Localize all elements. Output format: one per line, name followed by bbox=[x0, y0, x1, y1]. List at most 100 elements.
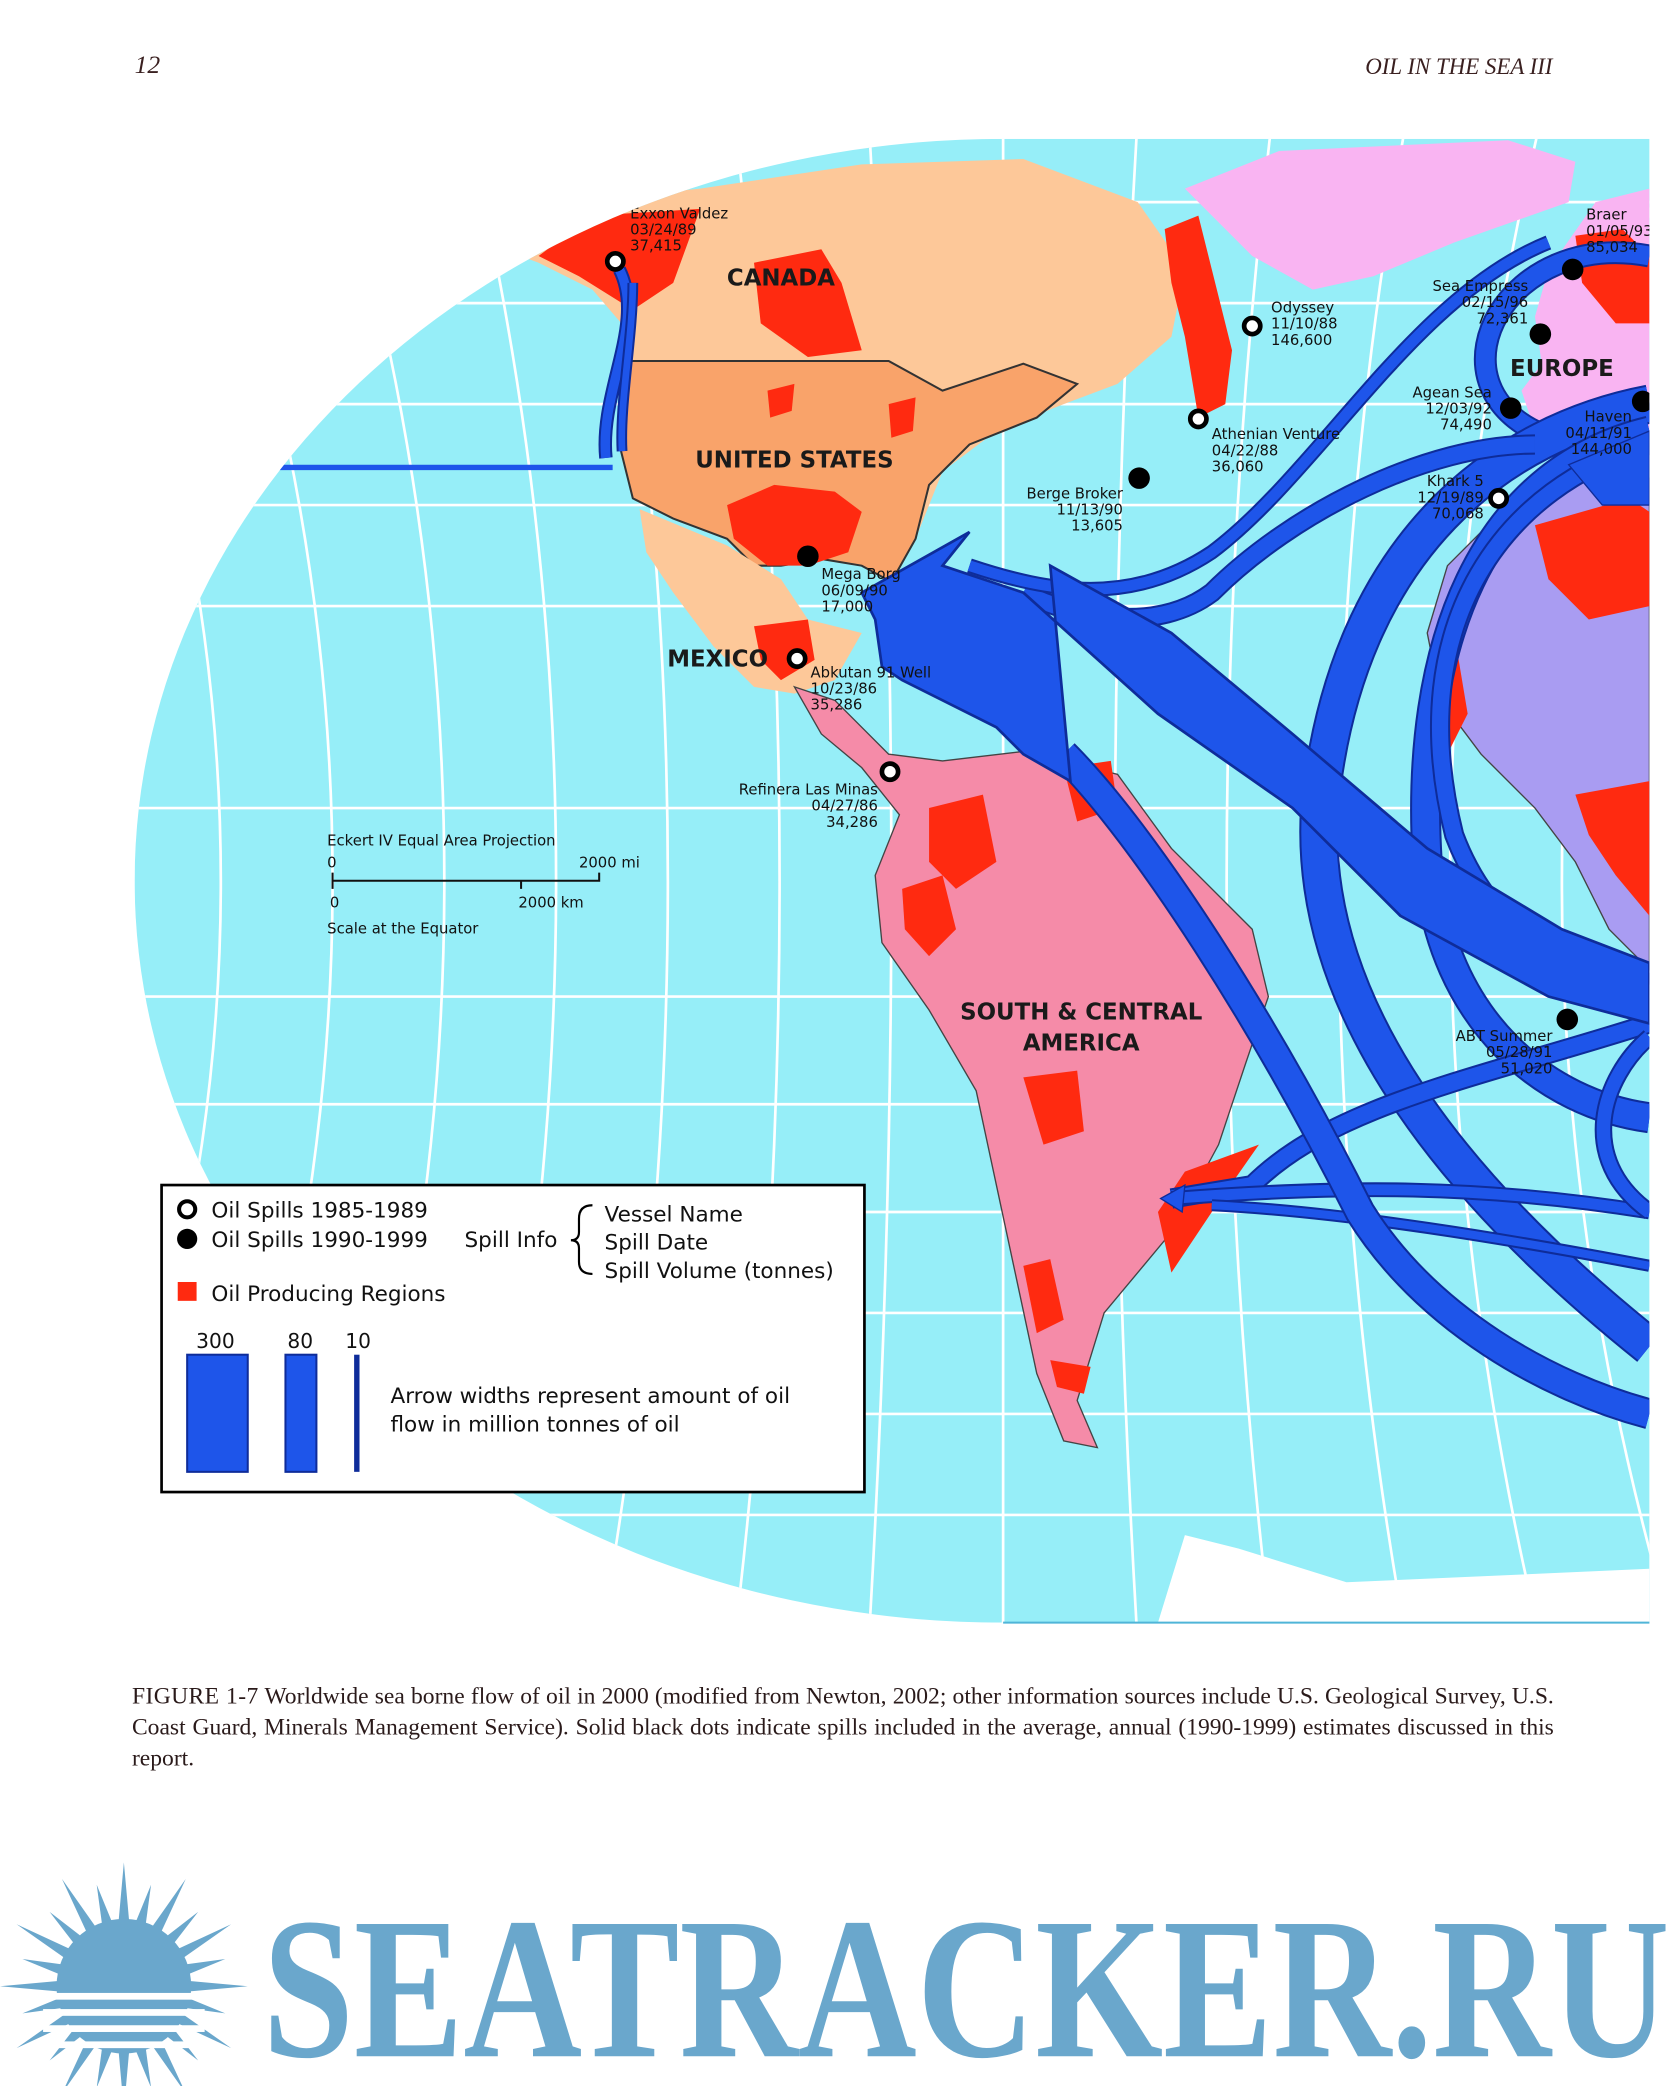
spill-date: 01/05/93 bbox=[1586, 223, 1652, 240]
scale-bar: Eckert IV Equal Area Projection 0 2000 m… bbox=[327, 833, 640, 938]
scale-km-start: 0 bbox=[330, 895, 339, 912]
figure-caption: FIGURE 1-7 Worldwide sea borne flow of o… bbox=[131, 1681, 1554, 1771]
sun-ray bbox=[61, 1878, 98, 1936]
spill-volume: 85,034 bbox=[1586, 239, 1638, 256]
region-label-europe: EUROPE bbox=[1510, 356, 1614, 382]
open-dot-icon bbox=[177, 1199, 198, 1220]
spill-volume: 51,020 bbox=[1501, 1060, 1553, 1077]
spill-vessel: ABT Summer bbox=[1456, 1028, 1554, 1045]
spill-vessel: Haven bbox=[1584, 409, 1631, 426]
sun-ray bbox=[49, 1911, 85, 1947]
legend-arrow-note-2: flow in million tonnes of oil bbox=[390, 1412, 679, 1437]
flow-arrow bbox=[618, 282, 637, 452]
filled-dot-icon bbox=[1561, 258, 1584, 281]
arrow-width-10: 10 bbox=[345, 1329, 371, 1353]
region-label-united-states: UNITED STATES bbox=[695, 447, 893, 473]
arrow-width-300: 300 bbox=[196, 1329, 235, 1353]
open-dot-icon bbox=[879, 761, 901, 783]
sun-ray bbox=[182, 1959, 226, 1976]
spill-volume: 17,000 bbox=[821, 598, 873, 615]
sun-ray bbox=[16, 1924, 74, 1961]
spill-volume: 34,286 bbox=[826, 814, 878, 831]
flow-arrow bbox=[1054, 744, 1650, 1427]
antarctica bbox=[1157, 1535, 1650, 1623]
spill-date: 04/27/86 bbox=[811, 798, 877, 815]
spill-vessel: Abkutan 91 Well bbox=[811, 664, 932, 681]
spill-date: 04/11/91 bbox=[1565, 425, 1631, 442]
scale-mi-start: 0 bbox=[327, 854, 336, 871]
sun-stripe bbox=[43, 1992, 205, 2000]
spill-volume: 72,361 bbox=[1476, 310, 1528, 327]
running-title: OIL IN THE SEA III bbox=[1365, 54, 1554, 79]
legend-spill-volume: Spill Volume (tonnes) bbox=[605, 1259, 834, 1284]
filled-dot-icon bbox=[1631, 390, 1650, 413]
spill-date: 11/10/88 bbox=[1271, 316, 1337, 333]
flow-arrow-gulf bbox=[859, 530, 1650, 1026]
projection-label: Eckert IV Equal Area Projection bbox=[327, 833, 555, 850]
legend-spill-info: Spill Info bbox=[465, 1228, 558, 1253]
spill-vessel: Berge Broker bbox=[1026, 485, 1123, 502]
spill-vessel: Refinera Las Minas bbox=[739, 782, 878, 799]
sun-ray bbox=[134, 2044, 151, 2086]
spill-date: 04/22/88 bbox=[1212, 442, 1278, 459]
spill-vessel: Agean Sea bbox=[1413, 384, 1492, 401]
filled-dot-icon bbox=[1128, 467, 1150, 489]
caption-text: Worldwide sea borne flow of oil in 2000 … bbox=[131, 1681, 1554, 1771]
spill-vessel: Mega Borg bbox=[821, 566, 900, 583]
spill-date: 11/13/90 bbox=[1056, 502, 1122, 519]
region-label-south-america: SOUTH & CENTRAL bbox=[960, 999, 1202, 1025]
scale-mi-end: 2000 mi bbox=[579, 854, 640, 871]
scale-km-end: 2000 km bbox=[518, 895, 583, 912]
flow-arrow bbox=[1211, 1201, 1650, 1270]
arrow-swatch-80 bbox=[284, 1353, 318, 1473]
spill-volume: 13,605 bbox=[1071, 518, 1123, 535]
spill-volume: 37,415 bbox=[630, 238, 682, 255]
legend-vessel-name: Vessel Name bbox=[605, 1202, 743, 1227]
flow-arrow-head bbox=[1159, 1183, 1186, 1214]
oil-region-swatch bbox=[177, 1281, 197, 1301]
sun-ray bbox=[134, 1884, 152, 1929]
spill-volume: 36,060 bbox=[1212, 458, 1264, 475]
open-dot-icon bbox=[1187, 408, 1209, 430]
open-dot-icon bbox=[1488, 487, 1510, 509]
sun-stripe bbox=[43, 2025, 205, 2032]
sun-disc bbox=[56, 1918, 192, 2054]
caption-label: FIGURE 1-7 bbox=[131, 1681, 259, 1709]
legend: Oil Spills 1985-1989 Oil Spills 1990-199… bbox=[160, 1183, 866, 1494]
sun-stripe bbox=[43, 2041, 205, 2049]
spill-volume: 144,000 bbox=[1571, 441, 1632, 458]
sun-ray bbox=[118, 2047, 130, 2086]
flow-arrow bbox=[1171, 1184, 1650, 1218]
spill-vessel: Athenian Venture bbox=[1212, 426, 1340, 443]
greenland bbox=[1184, 140, 1576, 290]
page-number: 12 bbox=[135, 50, 161, 79]
spill-date: 06/09/90 bbox=[821, 582, 887, 599]
spill-date: 12/03/92 bbox=[1425, 401, 1491, 418]
watermark-text: SEATRACKER.RU bbox=[263, 1876, 1670, 2086]
meridian-line bbox=[1225, 138, 1272, 1623]
flow-arrow-head bbox=[1567, 430, 1650, 506]
sun-ray bbox=[149, 2036, 183, 2086]
legend-open-dot: Oil Spills 1985-1989 bbox=[211, 1198, 427, 1223]
meridian-line bbox=[0, 139, 109, 1623]
spill-volume: 35,286 bbox=[811, 697, 863, 714]
scale-note: Scale at the Equator bbox=[327, 920, 479, 937]
region-label-south-america-2: AMERICA bbox=[1023, 1030, 1140, 1056]
arrow-swatch-300 bbox=[186, 1353, 249, 1473]
sun-ray bbox=[182, 1996, 226, 2014]
spill-volume: 74,490 bbox=[1440, 417, 1492, 434]
region-label-canada: CANADA bbox=[727, 266, 835, 292]
legend-filled-dot: Oil Spills 1990-1999 bbox=[211, 1228, 427, 1253]
spill-date: 12/19/89 bbox=[1417, 489, 1483, 506]
open-dot-icon bbox=[604, 250, 626, 272]
